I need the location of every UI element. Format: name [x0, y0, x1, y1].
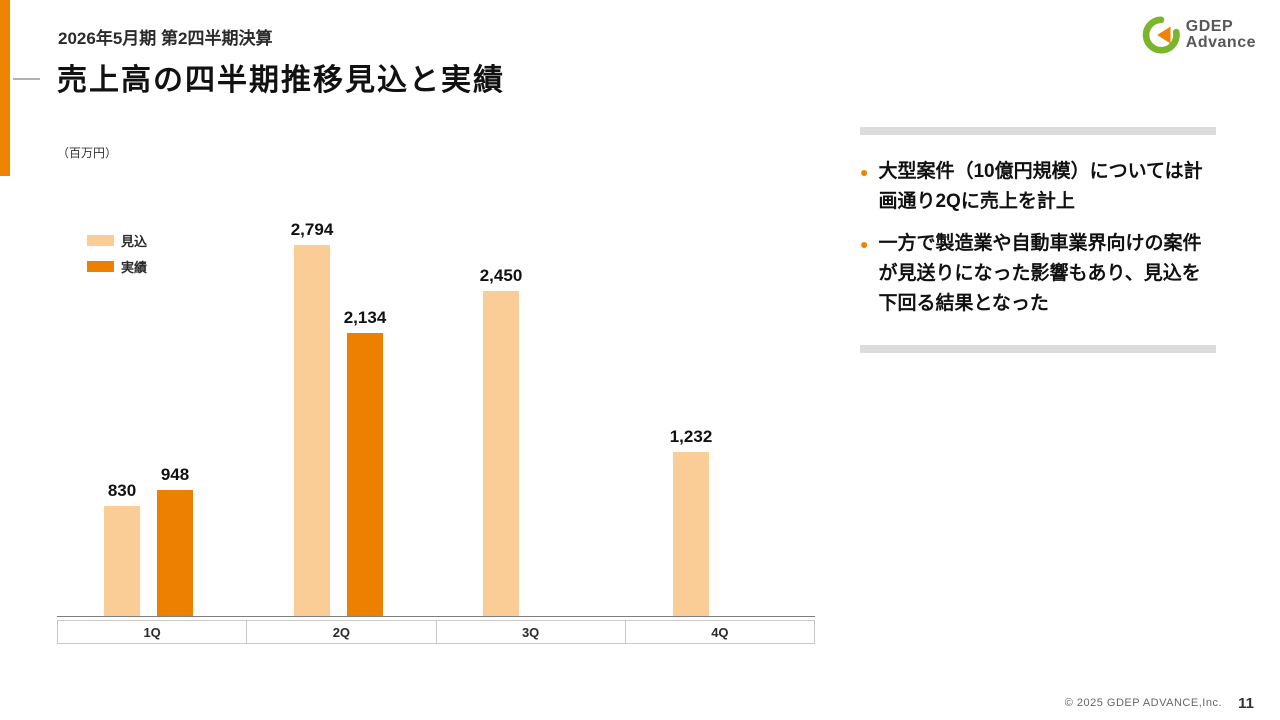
logo-line-2: Advance [1185, 34, 1256, 51]
bullet-icon: ● [860, 236, 869, 252]
chart-legend: 見込 実績 [87, 231, 147, 283]
legend-label-actual: 実績 [121, 260, 148, 275]
title-dash [13, 78, 40, 80]
bar-見込-4Q [673, 452, 709, 616]
note-text: 一方で製造業や自動車業界向けの案件が見送りになった影響もあり、見込を下回る結果と… [878, 233, 1202, 314]
bar-value-label-見込-2Q: 2,794 [290, 220, 334, 239]
bar-value-label-実績-1Q: 948 [160, 465, 190, 484]
footer-copyright: © 2025 GDEP ADVANCE,Inc. [1064, 697, 1222, 709]
category-label-4Q: 4Q [711, 624, 729, 640]
category-label-3Q: 3Q [437, 621, 626, 643]
accent-bar [0, 0, 10, 176]
notes-divider-top [860, 127, 1216, 135]
notes-divider-bottom [860, 345, 1216, 353]
gdep-logo-icon [1142, 16, 1180, 54]
bar-value-label-見込-4Q: 1,232 [669, 427, 713, 446]
note-bullet-1: ● 大型案件（10億円規模）については計画通り2Qに売上を計上 [860, 157, 1216, 217]
forecast-swatch-icon [87, 235, 114, 246]
category-label-2Q: 2Q [247, 621, 437, 643]
notes-panel: ● 大型案件（10億円規模）については計画通り2Qに売上を計上 ● 一方で製造業や自動… [860, 127, 1216, 353]
category-label-1Q: 1Q [58, 621, 248, 643]
legend-item-forecast: 見込 [87, 231, 147, 250]
bar-value-label-見込-3Q: 2,450 [479, 266, 523, 285]
bar-実績-2Q [347, 333, 383, 616]
unit-label: （百万円） [57, 146, 118, 160]
legend-label-forecast: 見込 [121, 234, 148, 249]
note-text: 大型案件（10億円規模）については計画通り2Qに売上を計上 [878, 161, 1203, 212]
chart-plot: 見込 実績 830 948 2,794 2,134 2,450 1,232 [57, 220, 815, 617]
logo-text: GDEP Advance [1186, 19, 1256, 51]
logo-line-1: GDEP [1185, 18, 1234, 35]
bar-見込-1Q [104, 506, 140, 616]
company-logo: GDEP Advance [1142, 16, 1256, 54]
bar-見込-3Q [483, 291, 519, 616]
page-number: 11 [1238, 695, 1254, 712]
bar-value-label-実績-2Q: 2,134 [343, 308, 387, 327]
page-title: 売上高の四半期推移見込と実績 [57, 64, 505, 97]
quarterly-revenue-chart: 見込 実績 830 948 2,794 2,134 2,450 1,232 1Q 2Q 3Q 4… [57, 220, 815, 644]
legend-item-actual: 実績 [87, 257, 147, 276]
bar-見込-2Q [294, 245, 330, 616]
category-axis: 1Q 2Q 3Q 4Q [57, 620, 815, 644]
bar-value-label-見込-1Q: 830 [107, 481, 137, 500]
actual-swatch-icon [87, 261, 114, 272]
note-bullet-2: ● 一方で製造業や自動車業界向けの案件が見送りになった影響もあり、見込を下回る結果… [860, 229, 1216, 319]
notes-list: ● 大型案件（10億円規模）については計画通り2Qに売上を計上 ● 一方で製造業や自動… [860, 135, 1216, 345]
bar-実績-1Q [157, 490, 193, 616]
slide-eyebrow: 2026年5月期 第2四半期決算 [58, 29, 273, 48]
bullet-icon: ● [860, 164, 869, 180]
